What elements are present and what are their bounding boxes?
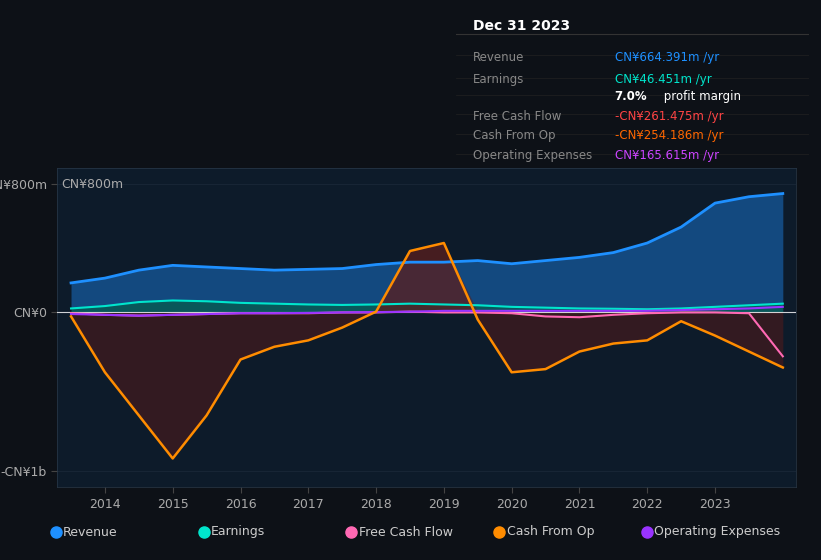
Text: CN¥46.451m /yr: CN¥46.451m /yr: [615, 73, 711, 86]
Text: profit margin: profit margin: [660, 90, 741, 103]
Text: CN¥800m: CN¥800m: [62, 178, 123, 190]
Text: Operating Expenses: Operating Expenses: [654, 525, 781, 539]
Text: Free Cash Flow: Free Cash Flow: [474, 110, 562, 123]
Text: Free Cash Flow: Free Cash Flow: [359, 525, 452, 539]
Text: 7.0%: 7.0%: [615, 90, 647, 103]
Text: Operating Expenses: Operating Expenses: [474, 149, 593, 162]
Text: CN¥165.615m /yr: CN¥165.615m /yr: [615, 149, 718, 162]
Text: Dec 31 2023: Dec 31 2023: [474, 19, 571, 33]
Text: Earnings: Earnings: [211, 525, 265, 539]
Text: CN¥664.391m /yr: CN¥664.391m /yr: [615, 51, 718, 64]
Text: -CN¥254.186m /yr: -CN¥254.186m /yr: [615, 129, 723, 142]
Text: Earnings: Earnings: [474, 73, 525, 86]
Text: Revenue: Revenue: [474, 51, 525, 64]
Text: Revenue: Revenue: [63, 525, 118, 539]
Text: Cash From Op: Cash From Op: [474, 129, 556, 142]
Text: -CN¥261.475m /yr: -CN¥261.475m /yr: [615, 110, 723, 123]
Text: Cash From Op: Cash From Op: [507, 525, 594, 539]
